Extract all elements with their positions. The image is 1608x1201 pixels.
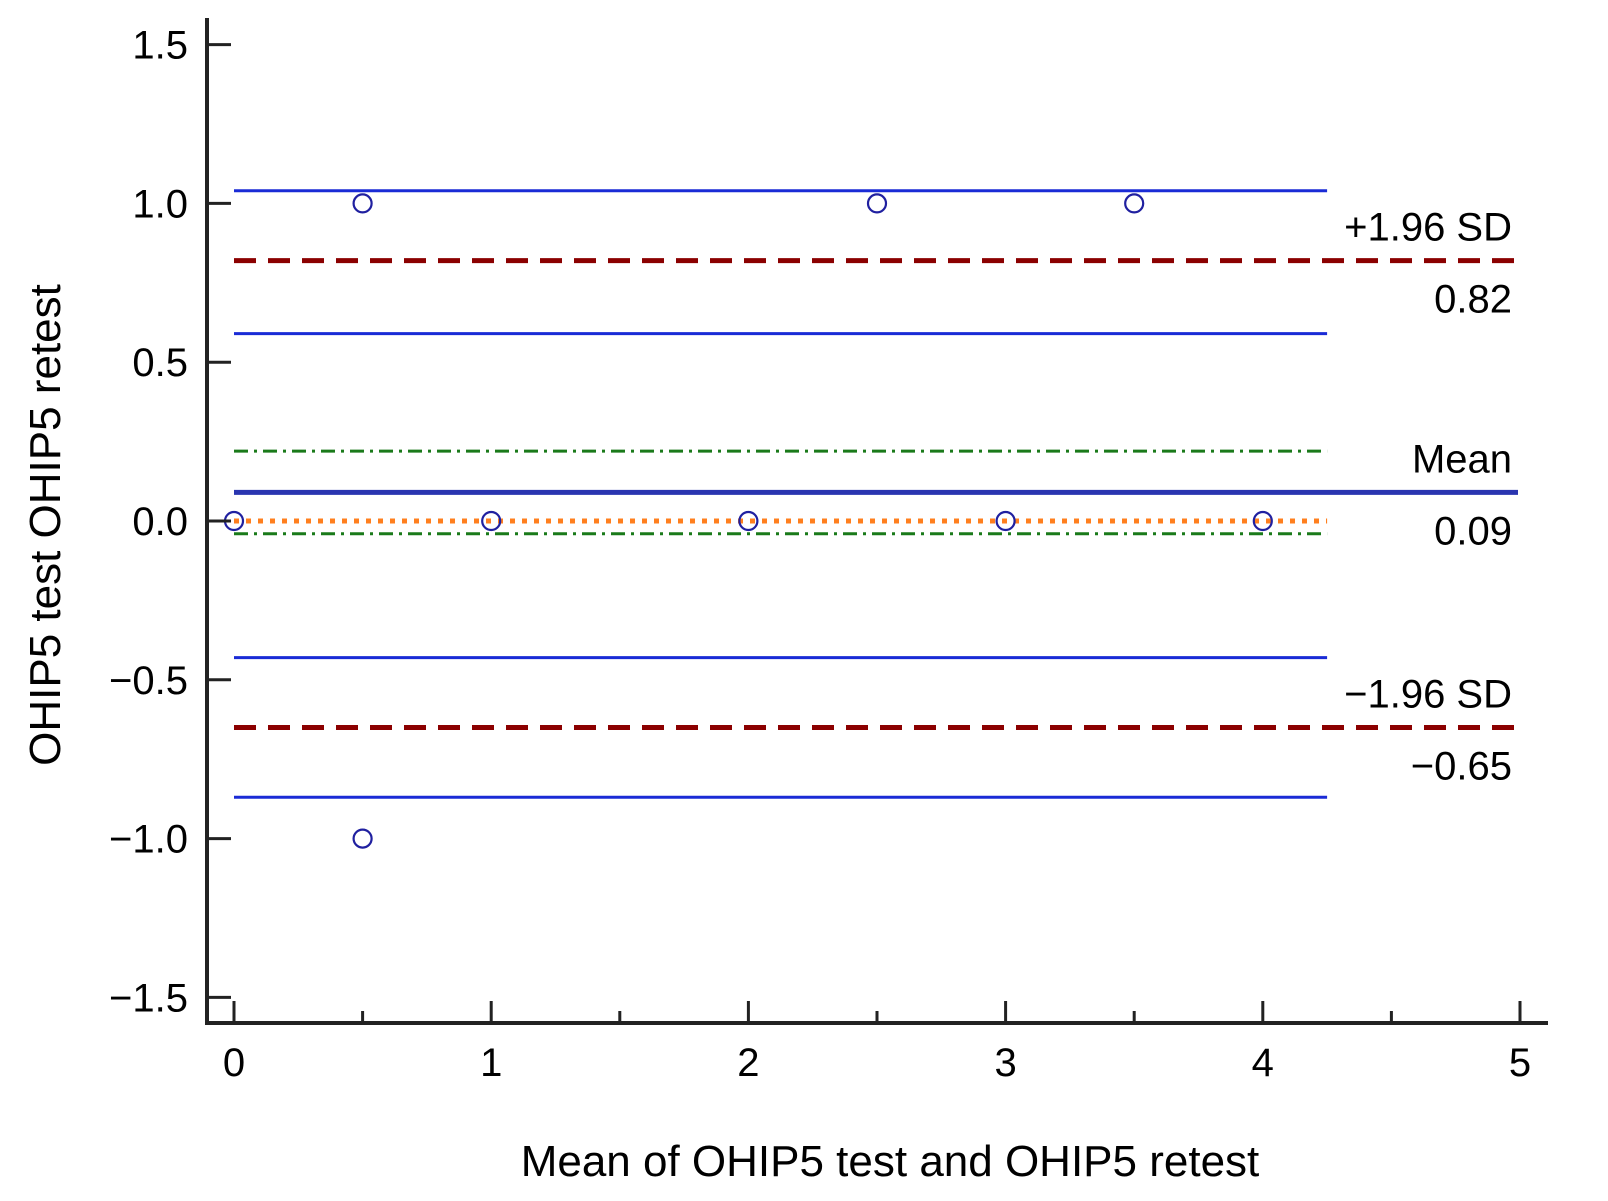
x-tick-label: 5 (1509, 1041, 1531, 1085)
annotation-label: −1.96 SD (1344, 672, 1512, 716)
y-tick-label: 1.0 (132, 182, 188, 226)
ticks: −1.5 −1.0 −0.5 0.0 0.5 1.0 1.5 0 1 2 3 4 5 (109, 24, 1531, 1085)
data-point (352, 828, 373, 849)
y-tick-label: −1.5 (109, 976, 188, 1020)
x-tick-label: 4 (1252, 1041, 1274, 1085)
data-point (995, 510, 1016, 532)
x-tick-label: 1 (480, 1041, 502, 1085)
y-tick-label: −1.0 (109, 818, 188, 862)
reference-lines (234, 189, 1518, 799)
x-tick-label: 3 (994, 1041, 1016, 1085)
annotation-label: 0.09 (1434, 509, 1512, 553)
x-axis-title: Mean of OHIP5 test and OHIP5 retest (521, 1137, 1260, 1186)
x-tick-label: 2 (737, 1041, 759, 1085)
data-point (481, 510, 502, 532)
annotation-label: 0.82 (1434, 278, 1512, 322)
data-point (352, 193, 373, 214)
data-point (1252, 510, 1273, 532)
y-tick-label: 0.0 (132, 500, 188, 544)
annotation-label: Mean (1412, 437, 1512, 481)
data-points (223, 193, 1273, 849)
y-tick-label: −0.5 (109, 659, 188, 703)
data-point (1124, 193, 1145, 214)
data-point (866, 193, 888, 214)
y-axis-title: OHIP5 test OHIP5 retest (21, 284, 70, 766)
annotation-label: +1.96 SD (1344, 206, 1512, 250)
x-tick-label: 0 (223, 1041, 245, 1085)
annotation-label: −0.65 (1411, 744, 1512, 788)
annotations: +1.96 SD 0.82 Mean 0.09 −1.96 SD −0.65 (1344, 206, 1512, 789)
y-tick-label: 1.5 (132, 24, 188, 68)
y-tick-label: 0.5 (132, 341, 188, 385)
data-point (738, 510, 759, 532)
